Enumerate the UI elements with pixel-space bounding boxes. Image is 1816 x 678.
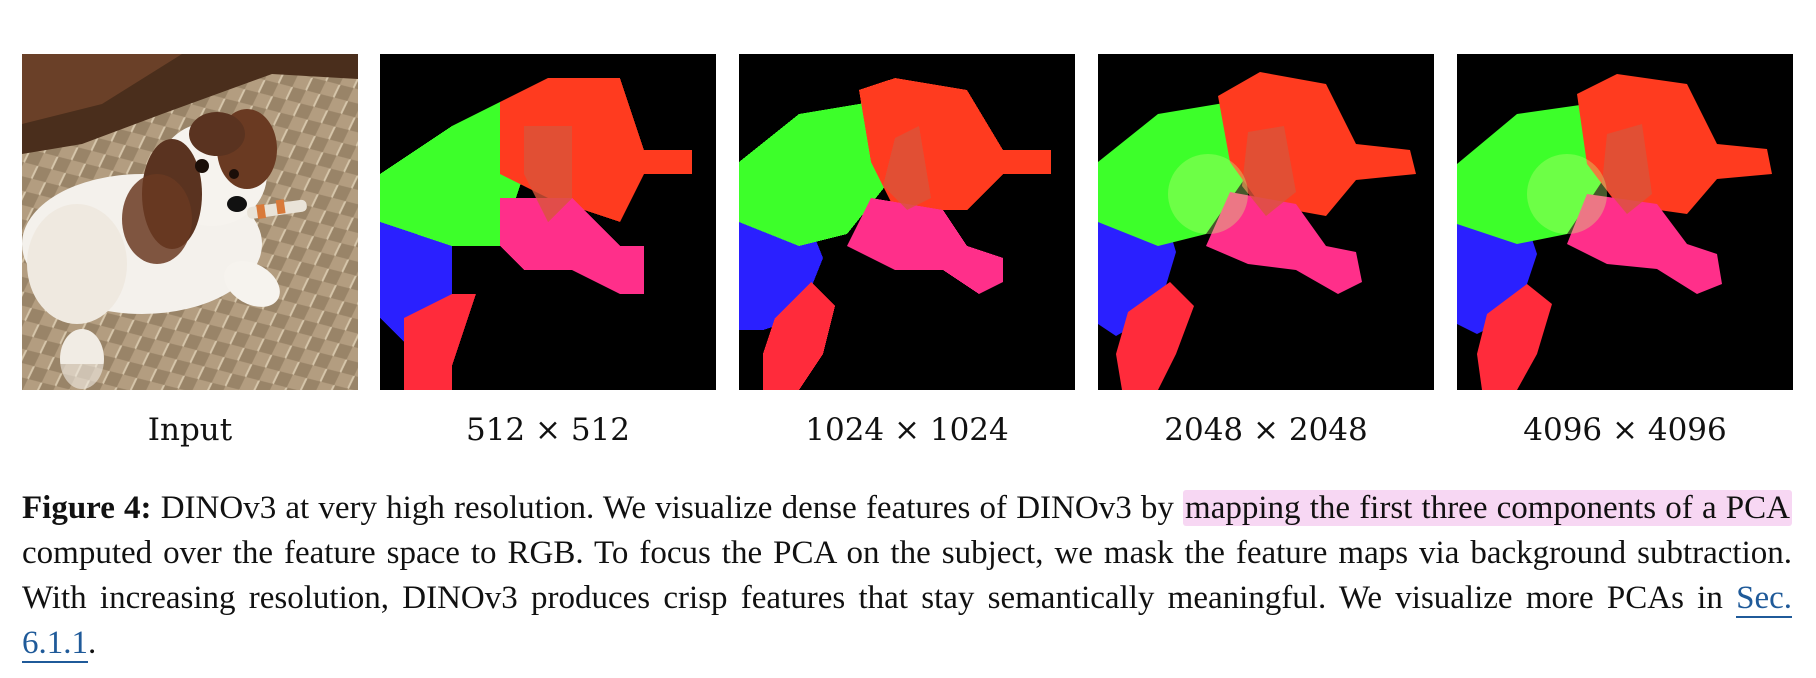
pca-feature-map-2048 [1098, 54, 1434, 390]
panel-label-1024: 1024 × 1024 [805, 412, 1009, 448]
pca-region-rear-leg [404, 294, 476, 390]
pca-panel-4096 [1457, 54, 1793, 390]
pca-panel-1024 [739, 54, 1075, 390]
pca-region-pink-paw [1206, 192, 1362, 294]
input-photo [22, 54, 358, 390]
pca-region-rear-leg [1477, 284, 1552, 390]
pca-panel-2048 [1098, 54, 1434, 390]
pca-region-pink-paw [847, 198, 1003, 294]
panel-label-2048: 2048 × 2048 [1164, 412, 1368, 448]
panel-label-512: 512 × 512 [465, 412, 631, 448]
pca-panel-512 [380, 54, 716, 390]
panel-label-4096: 4096 × 4096 [1523, 412, 1727, 448]
caption-text-2: computed over the feature space to RGB. … [22, 535, 1792, 616]
pca-region-rear-leg [1116, 282, 1194, 390]
pca-region-pink-paw [500, 198, 644, 294]
pca-feature-map-512 [380, 54, 716, 390]
pca-region-pink-paw [1567, 194, 1722, 294]
pca-region-ear [1602, 124, 1652, 214]
pca-region-green-body [380, 102, 524, 246]
section-link[interactable]: Sec. 6.1.1 [22, 580, 1792, 663]
pca-region-green-body [1457, 104, 1607, 244]
pca-feature-map-1024 [739, 54, 1075, 390]
caption-text-1: DINOv3 at very high resolution. We visua… [151, 490, 1184, 526]
figure-label: Figure 4: [22, 490, 152, 526]
caption-text-3: . [88, 625, 97, 661]
pca-feature-map-4096 [1457, 54, 1793, 390]
pca-highlight-blob [1168, 154, 1248, 234]
pca-region-green-body [739, 102, 895, 246]
dog-photo-image [22, 54, 358, 390]
pca-region-green-body [1098, 102, 1248, 246]
pca-region-ear [524, 126, 572, 222]
pca-highlight-blob [1527, 154, 1607, 234]
caption-highlight: mapping the first three components of a … [1183, 490, 1792, 526]
pca-region-rear-leg [763, 282, 835, 390]
panel-label-input: Input [147, 412, 233, 448]
figure-caption: Figure 4: DINOv3 at very high resolution… [22, 486, 1792, 666]
pca-region-ear [1242, 126, 1296, 216]
pca-region-ear [883, 126, 931, 210]
